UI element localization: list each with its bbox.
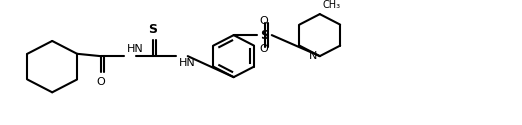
Text: S: S xyxy=(148,23,157,36)
Text: O: O xyxy=(260,44,268,54)
Text: O: O xyxy=(96,77,105,87)
Text: CH₃: CH₃ xyxy=(323,0,340,10)
Text: N: N xyxy=(309,51,317,61)
Text: O: O xyxy=(260,16,268,26)
Text: HN: HN xyxy=(179,58,196,68)
Text: HN: HN xyxy=(127,44,144,54)
Text: S: S xyxy=(260,29,269,42)
